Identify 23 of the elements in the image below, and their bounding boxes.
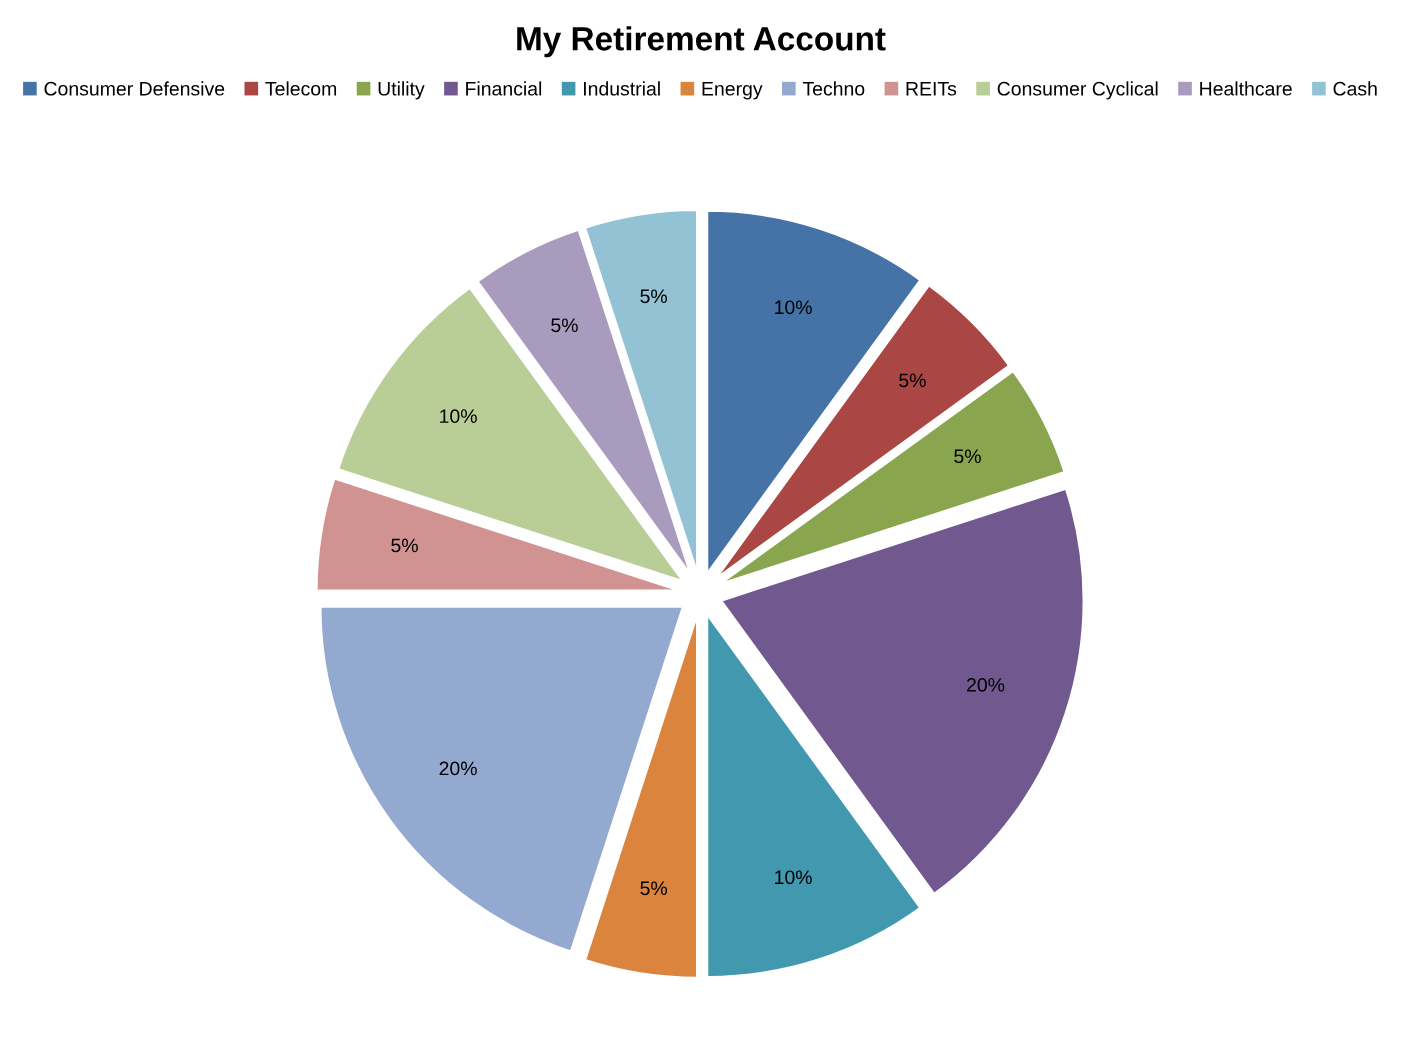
data-label: 5%	[551, 318, 578, 333]
data-label: 10%	[775, 870, 812, 885]
legend-label: Consumer Cyclical	[997, 81, 1158, 100]
legend-label: Energy	[702, 82, 763, 100]
legend-label: REITs	[906, 82, 957, 96]
legend-label: Utility	[378, 81, 425, 100]
legend-label: Telecom	[265, 81, 337, 96]
data-label: 5%	[640, 289, 667, 304]
data-label: 10%	[775, 300, 812, 315]
data-label: 5%	[391, 538, 418, 553]
data-label: 20%	[967, 677, 1005, 692]
legend-label: Financial	[466, 81, 542, 96]
legend-label: Cash	[1333, 81, 1377, 96]
legend-label: Healthcare	[1200, 81, 1292, 96]
data-label: 10%	[440, 409, 477, 424]
data-label: 5%	[899, 373, 926, 388]
data-label: 5%	[954, 449, 981, 464]
legend-label: Consumer Defensive	[44, 81, 225, 96]
legend-label: Techno	[802, 81, 865, 96]
data-label: 20%	[439, 761, 477, 776]
data-label: 5%	[640, 881, 667, 896]
legend-label: Industrial	[584, 81, 660, 96]
chart-title: My Retirement Account	[517, 26, 886, 58]
